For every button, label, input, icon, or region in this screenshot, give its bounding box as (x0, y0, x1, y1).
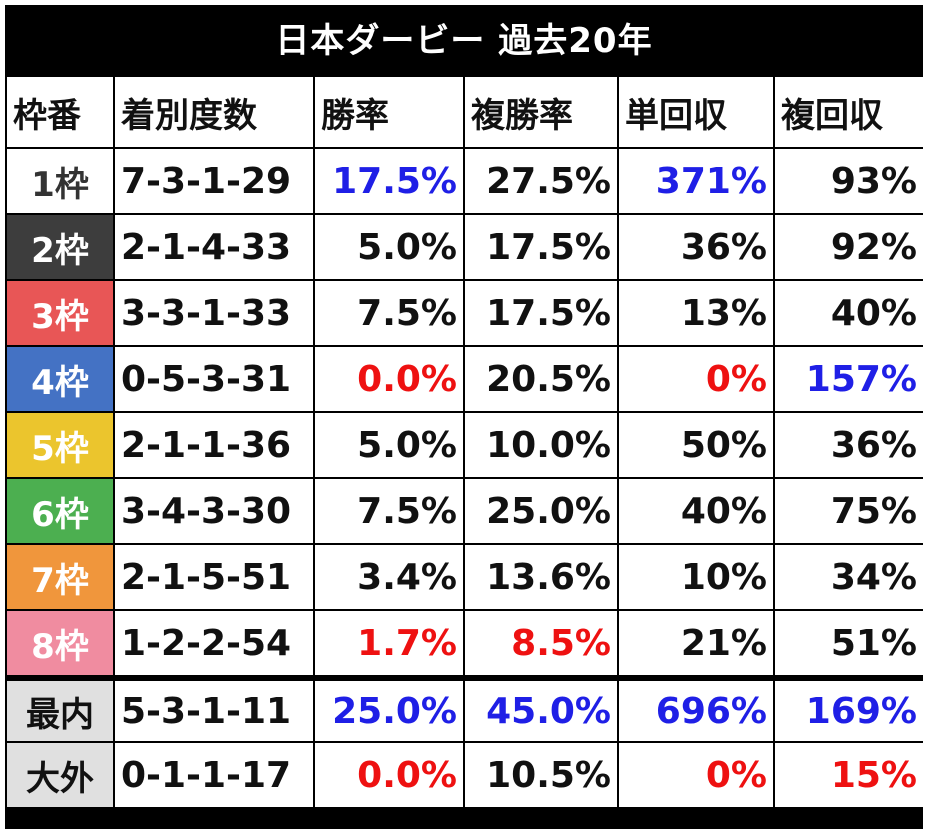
place-return-cell: 93% (773, 149, 923, 215)
record-cell: 2-1-5-51 (113, 545, 313, 611)
win-return-cell: 10% (617, 545, 773, 611)
win-rate-cell: 3.4% (313, 545, 463, 611)
header-win-rate: 勝率 (313, 77, 463, 149)
table-row: 5枠 2-1-1-36 5.0% 10.0% 50% 36% (5, 413, 923, 479)
header-gate: 枠番 (5, 77, 113, 149)
gate-label: 8枠 (5, 611, 113, 677)
special-row: 最内 5-3-1-11 25.0% 45.0% 696% 169% (5, 677, 923, 743)
place-return-cell: 15% (773, 743, 923, 809)
place-rate-cell: 25.0% (463, 479, 617, 545)
record-cell: 1-2-2-54 (113, 611, 313, 677)
stats-table-panel: 日本ダービー 過去20年 枠番 着別度数 勝率 複勝率 単回収 複回収 1枠 7-… (5, 5, 923, 829)
record-cell: 3-3-1-33 (113, 281, 313, 347)
place-return-cell: 34% (773, 545, 923, 611)
win-rate-cell: 7.5% (313, 479, 463, 545)
win-return-cell: 0% (617, 743, 773, 809)
place-rate-cell: 17.5% (463, 281, 617, 347)
record-cell: 3-4-3-30 (113, 479, 313, 545)
place-return-cell: 40% (773, 281, 923, 347)
table-row: 3枠 3-3-1-33 7.5% 17.5% 13% 40% (5, 281, 923, 347)
win-return-cell: 0% (617, 347, 773, 413)
place-rate-cell: 8.5% (463, 611, 617, 677)
place-return-cell: 51% (773, 611, 923, 677)
place-rate-cell: 10.5% (463, 743, 617, 809)
win-return-cell: 36% (617, 215, 773, 281)
gate-label: 2枠 (5, 215, 113, 281)
win-rate-cell: 7.5% (313, 281, 463, 347)
place-return-cell: 36% (773, 413, 923, 479)
table-row: 7枠 2-1-5-51 3.4% 13.6% 10% 34% (5, 545, 923, 611)
record-cell: 5-3-1-11 (113, 677, 313, 743)
header-place-return: 複回収 (773, 77, 923, 149)
place-rate-cell: 27.5% (463, 149, 617, 215)
gate-label: 1枠 (5, 149, 113, 215)
win-return-cell: 21% (617, 611, 773, 677)
record-cell: 2-1-4-33 (113, 215, 313, 281)
gate-label: 4枠 (5, 347, 113, 413)
place-return-cell: 92% (773, 215, 923, 281)
table-row: 8枠 1-2-2-54 1.7% 8.5% 21% 51% (5, 611, 923, 677)
gate-label: 5枠 (5, 413, 113, 479)
table-row: 1枠 7-3-1-29 17.5% 27.5% 371% 93% (5, 149, 923, 215)
win-rate-cell: 5.0% (313, 413, 463, 479)
place-rate-cell: 10.0% (463, 413, 617, 479)
table-title: 日本ダービー 過去20年 (5, 5, 923, 77)
gate-label: 6枠 (5, 479, 113, 545)
place-rate-cell: 45.0% (463, 677, 617, 743)
win-return-cell: 696% (617, 677, 773, 743)
place-return-cell: 169% (773, 677, 923, 743)
special-label: 最内 (5, 677, 113, 743)
record-cell: 0-1-1-17 (113, 743, 313, 809)
table-row: 4枠 0-5-3-31 0.0% 20.5% 0% 157% (5, 347, 923, 413)
win-rate-cell: 5.0% (313, 215, 463, 281)
place-return-cell: 75% (773, 479, 923, 545)
win-rate-cell: 1.7% (313, 611, 463, 677)
place-return-cell: 157% (773, 347, 923, 413)
header-row: 枠番 着別度数 勝率 複勝率 単回収 複回収 (5, 77, 923, 149)
special-row: 大外 0-1-1-17 0.0% 10.5% 0% 15% (5, 743, 923, 809)
record-cell: 0-5-3-31 (113, 347, 313, 413)
place-rate-cell: 17.5% (463, 215, 617, 281)
win-return-cell: 50% (617, 413, 773, 479)
gate-label: 3枠 (5, 281, 113, 347)
record-cell: 7-3-1-29 (113, 149, 313, 215)
header-record: 着別度数 (113, 77, 313, 149)
header-win-return: 単回収 (617, 77, 773, 149)
place-rate-cell: 20.5% (463, 347, 617, 413)
win-rate-cell: 0.0% (313, 347, 463, 413)
win-rate-cell: 17.5% (313, 149, 463, 215)
special-label: 大外 (5, 743, 113, 809)
table-row: 2枠 2-1-4-33 5.0% 17.5% 36% 92% (5, 215, 923, 281)
gate-stats-table: 枠番 着別度数 勝率 複勝率 単回収 複回収 1枠 7-3-1-29 17.5% 27… (5, 77, 923, 809)
win-rate-cell: 0.0% (313, 743, 463, 809)
gate-label: 7枠 (5, 545, 113, 611)
header-place-rate: 複勝率 (463, 77, 617, 149)
table-row: 6枠 3-4-3-30 7.5% 25.0% 40% 75% (5, 479, 923, 545)
win-return-cell: 371% (617, 149, 773, 215)
place-rate-cell: 13.6% (463, 545, 617, 611)
win-return-cell: 40% (617, 479, 773, 545)
record-cell: 2-1-1-36 (113, 413, 313, 479)
win-return-cell: 13% (617, 281, 773, 347)
table-body: 枠番 着別度数 勝率 複勝率 単回収 複回収 1枠 7-3-1-29 17.5% 27… (5, 77, 923, 809)
win-rate-cell: 25.0% (313, 677, 463, 743)
